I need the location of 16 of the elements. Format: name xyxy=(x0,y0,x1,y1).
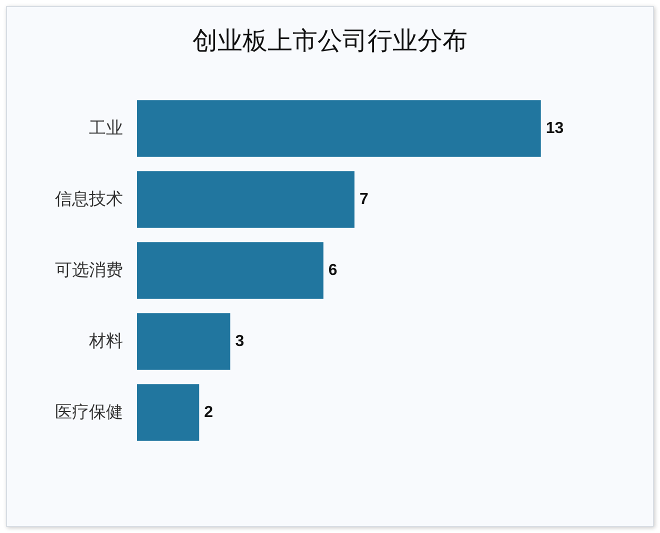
y-tick-label: 可选消费 xyxy=(55,260,123,280)
y-tick-label: 工业 xyxy=(89,118,123,138)
y-tick-label: 医疗保健 xyxy=(55,402,123,422)
data-label: 6 xyxy=(328,262,338,279)
data-label: 13 xyxy=(546,120,564,137)
chart-title: 创业板上市公司行业分布 xyxy=(192,26,468,55)
bar xyxy=(137,313,230,370)
y-tick-label: 信息技术 xyxy=(55,190,123,210)
data-label: 7 xyxy=(359,191,368,208)
data-label: 3 xyxy=(235,333,244,350)
y-tick-label: 材料 xyxy=(88,332,123,352)
bar xyxy=(137,100,541,157)
data-label: 2 xyxy=(204,404,214,421)
bar xyxy=(137,384,200,441)
bar xyxy=(137,171,354,228)
bar xyxy=(137,242,324,299)
